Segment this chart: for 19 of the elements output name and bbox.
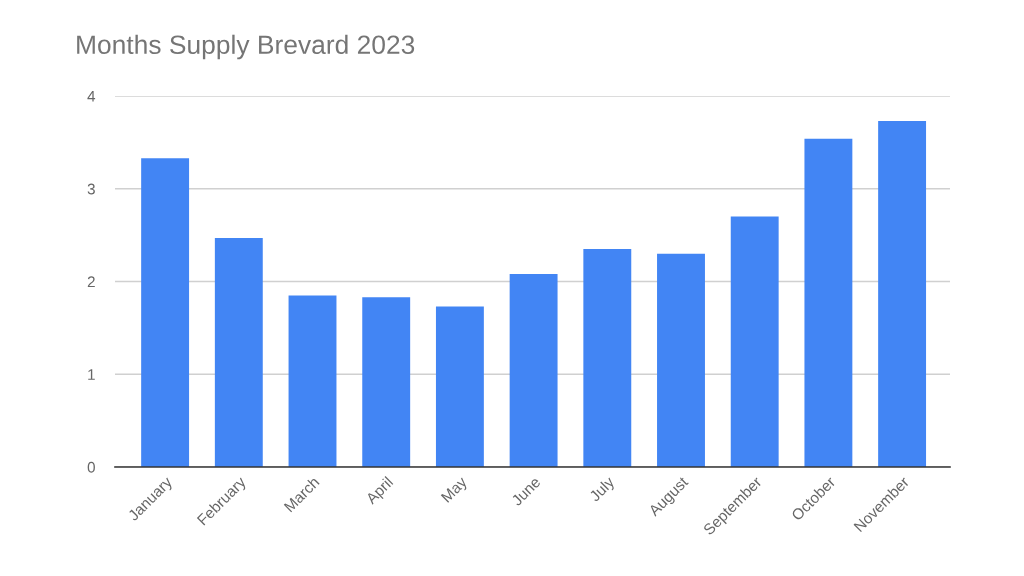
bar <box>878 121 927 467</box>
bar <box>288 295 337 467</box>
y-tick-label: 2 <box>87 276 95 288</box>
x-tick-label: July <box>588 475 618 505</box>
y-tick-label: 1 <box>88 369 95 380</box>
bar <box>804 138 853 467</box>
y-tick-label: 3 <box>87 183 95 195</box>
bar <box>583 249 632 467</box>
chart-title: Months Supply Brevard 2023 <box>77 34 415 60</box>
x-tick-label: May <box>440 475 470 505</box>
y-tick-label: 4 <box>87 91 96 102</box>
bar <box>657 253 705 467</box>
bar <box>141 158 190 467</box>
bar <box>509 274 558 467</box>
y-tick-label: 0 <box>87 461 95 473</box>
bar <box>730 216 779 467</box>
bar <box>214 237 263 467</box>
bar <box>362 297 411 467</box>
bar <box>435 306 484 467</box>
